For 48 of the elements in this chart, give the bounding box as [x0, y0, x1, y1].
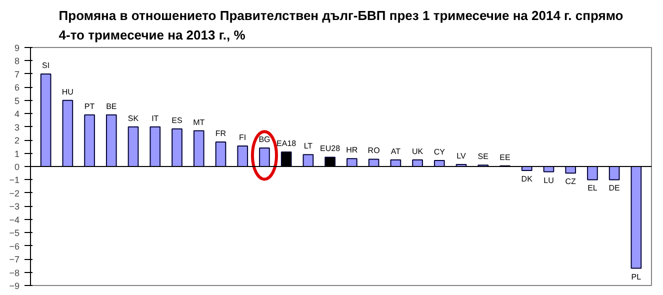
x-tick-label: SK — [128, 114, 140, 123]
x-tick-label: IT — [152, 114, 159, 123]
y-tick-label: 9 — [14, 43, 20, 53]
y-tick-label: −2 — [9, 188, 20, 198]
y-tick-label: 6 — [14, 82, 20, 93]
x-tick-label: SI — [42, 60, 50, 70]
y-tick-label: −8 — [9, 268, 20, 278]
x-tick-label: BE — [106, 102, 117, 111]
x-tick-label: DK — [521, 174, 534, 184]
y-tick-label: 1 — [14, 148, 20, 159]
x-tick-label: CZ — [565, 177, 576, 186]
chart-title: Промяна в отношението Правителствен дълг-БВП през 1 тримесечие на 2014 г. спрямо 4-то тримесечие на 2013 г., % — [58, 8, 624, 42]
x-tick-label: ES — [172, 116, 182, 125]
y-tick-label: −7 — [9, 254, 20, 265]
y-tick-label: −1 — [9, 175, 20, 186]
x-tick-label: EU28 — [320, 144, 341, 154]
x-tick-label: HR — [346, 146, 358, 155]
x-tick-label: PT — [84, 102, 95, 111]
x-tick-label: CY — [434, 148, 446, 157]
x-tick-label: FR — [215, 129, 226, 138]
x-tick-label: LT — [304, 142, 313, 151]
x-tick-label: FI — [239, 133, 246, 142]
x-tick-label: LU — [544, 176, 554, 185]
y-tick-label: −6 — [9, 241, 20, 252]
x-tick-label: EE — [500, 152, 510, 162]
y-tick-label: 3 — [14, 122, 20, 132]
x-tick-label: DE — [608, 184, 620, 193]
x-tick-label: MT — [193, 118, 205, 127]
x-tick-label: LV — [456, 152, 467, 161]
x-tick-label: EL — [588, 184, 598, 193]
x-tick-label: PL — [631, 272, 642, 282]
x-tick-label: SE — [478, 152, 488, 162]
y-tick-label: 4 — [14, 109, 20, 120]
y-tick-label: 2 — [14, 136, 20, 146]
y-tick-label: −3 — [9, 202, 20, 212]
x-tick-label: AT — [390, 146, 401, 156]
x-tick-label: UK — [412, 146, 424, 156]
x-tick-label: RO — [368, 146, 380, 156]
x-tick-label: HU — [62, 87, 74, 96]
y-tick-label: −9 — [9, 281, 20, 291]
y-tick-label: −5 — [9, 228, 20, 238]
y-tick-label: −4 — [9, 214, 20, 225]
y-tick-label: 5 — [14, 96, 20, 106]
x-tick-label: BG — [258, 134, 270, 144]
y-tick-label: 0 — [14, 162, 20, 172]
y-tick-label: 8 — [14, 56, 20, 66]
x-tick-label: EA18 — [276, 138, 297, 148]
y-tick-label: 7 — [14, 69, 20, 80]
